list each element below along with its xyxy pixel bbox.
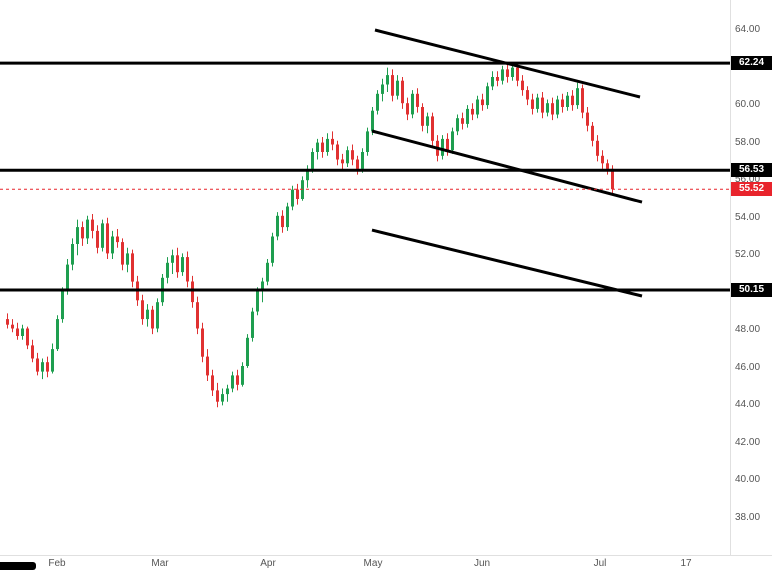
current-price-badge: 55.52 [731, 182, 772, 196]
bottom-left-toolbar-fragment [0, 562, 36, 570]
price-level-badge: 50.15 [731, 283, 772, 297]
price-tick-label: 56.00 [735, 174, 761, 185]
price-tick-label: 52.00 [735, 249, 761, 260]
time-tick-label: Jun [473, 558, 491, 569]
time-axis[interactable]: Feb Mar Apr May Jun Jul 17 [0, 556, 772, 570]
price-tick-label: 44.00 [735, 399, 761, 410]
time-tick-label: Apr [260, 558, 276, 569]
price-tick-label: 60.00 [735, 99, 761, 110]
chart-plot-area[interactable] [0, 0, 730, 555]
price-axis[interactable]: 64.0062.0060.0058.0056.0054.0052.0050.00… [731, 0, 772, 555]
time-tick-label: Mar [151, 558, 169, 569]
time-tick-label: Jul [593, 558, 607, 569]
price-tick-label: 40.00 [735, 474, 761, 485]
time-tick-label: May [363, 558, 383, 569]
price-tick-label: 48.00 [735, 324, 761, 335]
price-tick-label: 58.00 [735, 137, 761, 148]
time-tick-label: 17 [680, 558, 692, 569]
price-level-badge: 62.24 [731, 56, 772, 70]
price-tick-label: 46.00 [735, 362, 761, 373]
price-tick-label: 38.00 [735, 512, 761, 523]
price-tick-label: 42.00 [735, 437, 761, 448]
price-level-badge: 56.53 [731, 163, 772, 177]
price-axis-separator [730, 0, 731, 555]
time-axis-separator [0, 555, 772, 556]
time-tick-label: Feb [48, 558, 66, 569]
price-tick-label: 64.00 [735, 24, 761, 35]
price-tick-label: 54.00 [735, 212, 761, 223]
